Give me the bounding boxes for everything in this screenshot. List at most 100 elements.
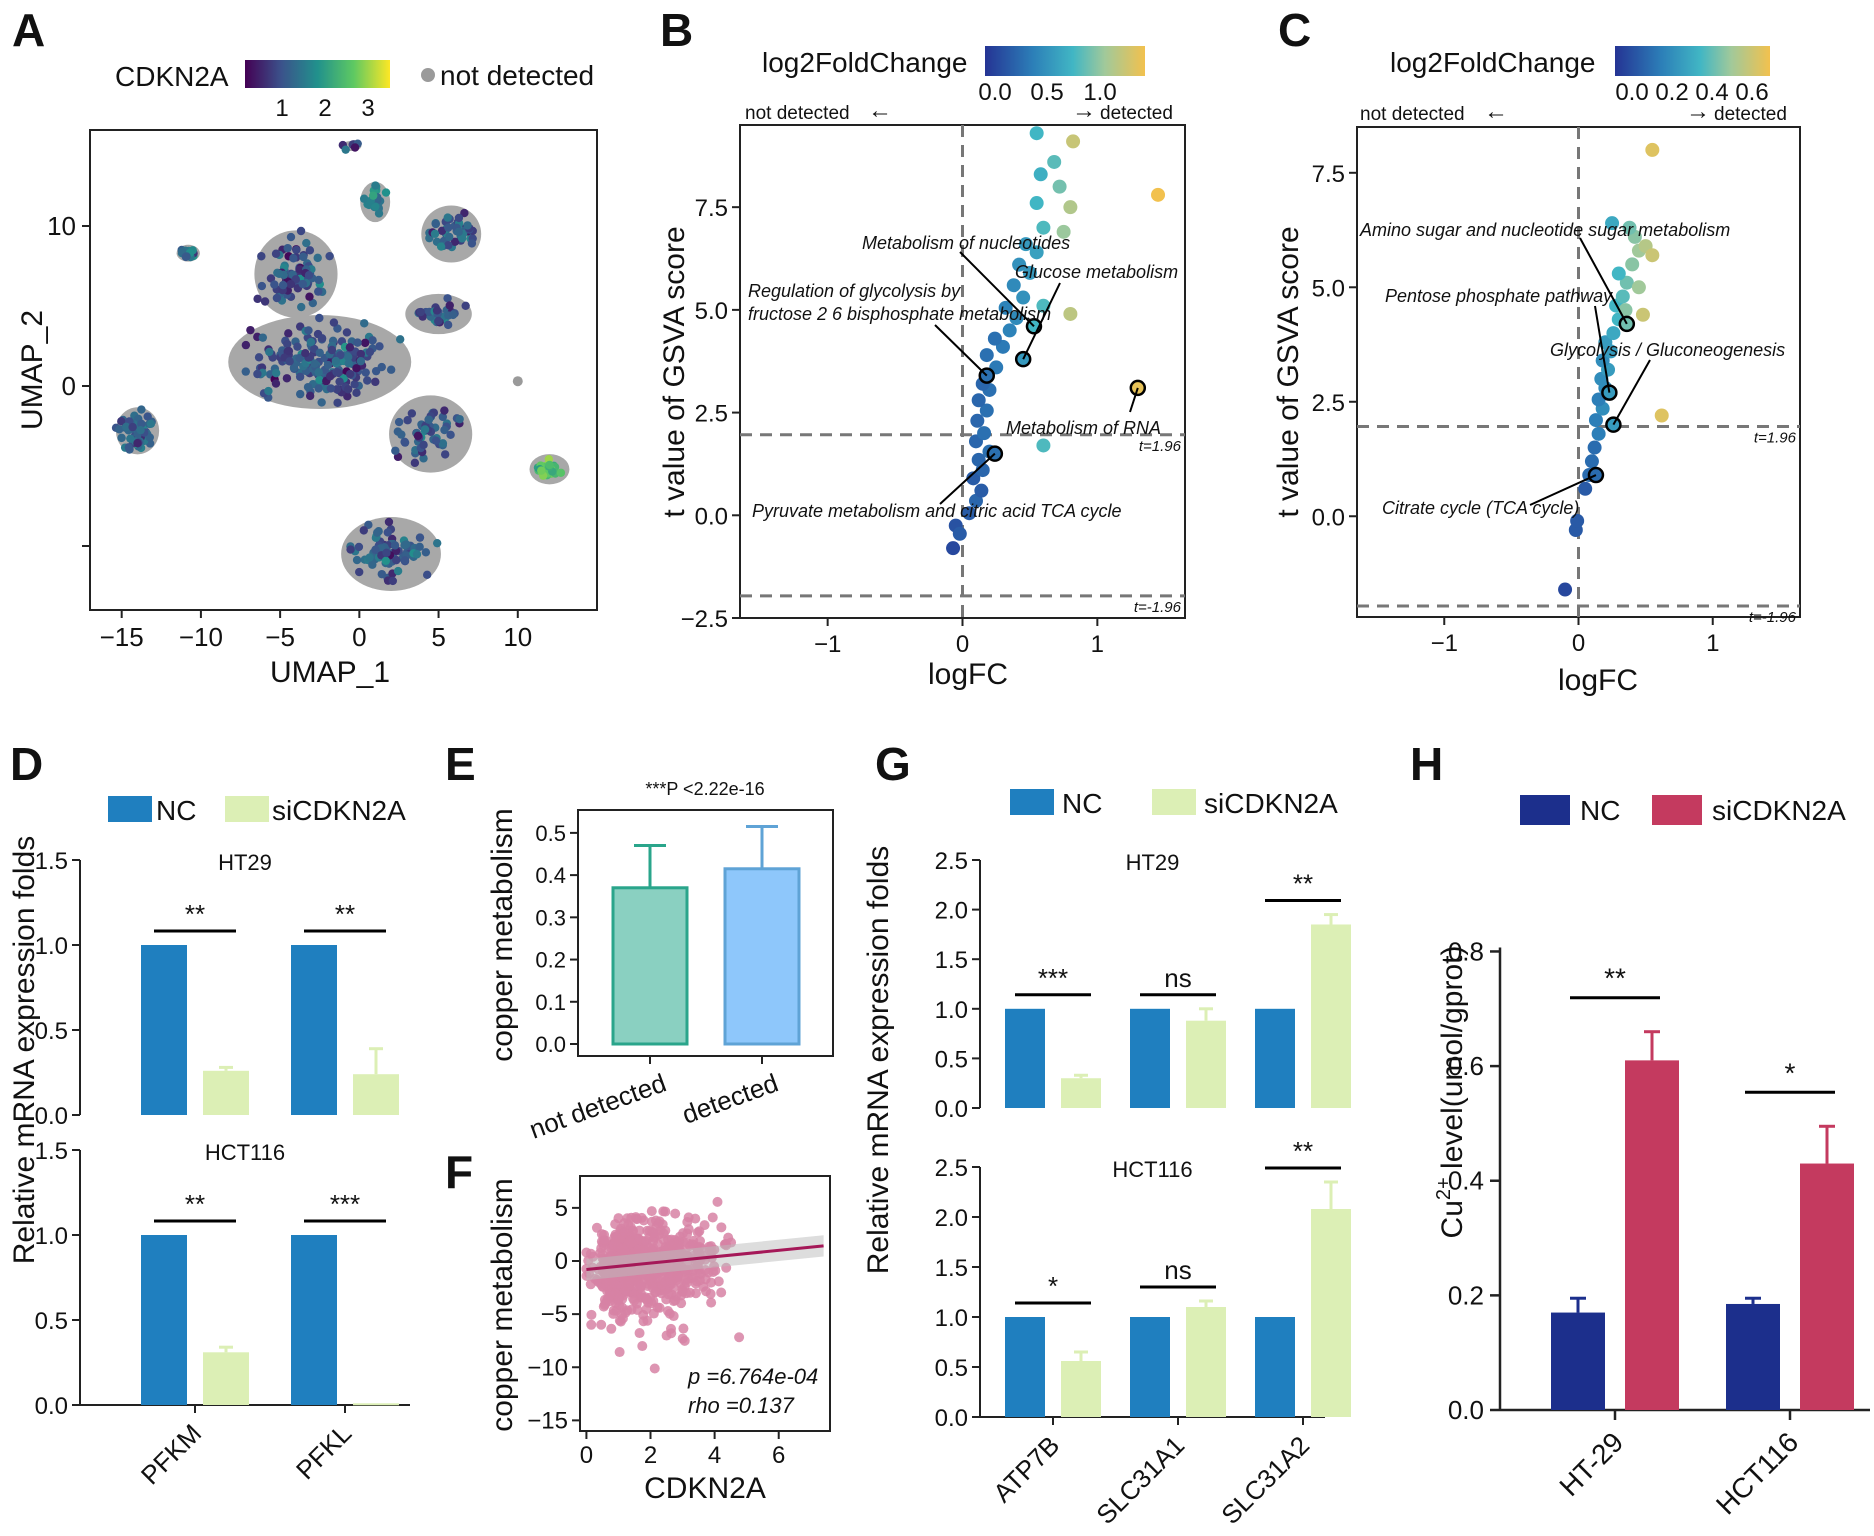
umap-point <box>122 422 131 432</box>
umap-point <box>371 202 380 211</box>
panel-label-g: G <box>875 738 911 790</box>
bar-si <box>1625 1060 1679 1410</box>
ytick-label: −5 <box>541 1301 568 1328</box>
panel-c-annotation: Amino sugar and nucleotide sugar metabol… <box>1359 220 1730 240</box>
volcano-point <box>971 393 986 408</box>
volcano-point <box>1645 142 1660 157</box>
volcano-point <box>1645 248 1660 263</box>
umap-point <box>352 388 361 398</box>
umap-point <box>445 301 454 310</box>
umap-point <box>301 349 310 358</box>
umap-point <box>270 280 279 289</box>
scatter-point <box>596 1229 607 1240</box>
umap-point <box>308 298 317 308</box>
volcano-point <box>1615 289 1630 304</box>
umap-point <box>391 446 400 455</box>
panel-a-colorbar-title: CDKN2A <box>115 61 229 92</box>
bar-nc <box>1130 1317 1170 1417</box>
umap-point <box>443 320 453 330</box>
panel-f-ylabel: copper metabolism <box>486 1178 519 1431</box>
umap-point <box>407 409 417 418</box>
volcano-point <box>1047 154 1062 169</box>
volcano-point <box>1584 454 1599 469</box>
panel-e-bars: ***P <2.22e-16 0.0 0.1 0.2 0.3 0.4 0.5 not det… <box>486 779 834 1145</box>
volcano-point <box>979 403 994 418</box>
umap-point <box>450 237 460 246</box>
bar-nc <box>141 1235 187 1405</box>
umap-point <box>371 545 380 554</box>
umap-point <box>355 567 364 577</box>
panel-g-ylabel: Relative mRNA expression folds <box>862 846 895 1275</box>
scatter-point <box>664 1277 675 1288</box>
ytick-label: 0.0 <box>935 1096 968 1123</box>
umap-point <box>136 425 145 435</box>
ytick-label: 1.0 <box>35 933 68 960</box>
significance-label: ** <box>1604 963 1626 994</box>
ytick-label: 0.5 <box>35 1308 68 1335</box>
bar-nc <box>291 1235 337 1405</box>
umap-point <box>403 416 412 425</box>
umap-point <box>137 405 146 414</box>
significance-label: ** <box>1293 1136 1313 1166</box>
umap-point <box>440 450 450 459</box>
scatter-point <box>614 1347 625 1358</box>
panel-d-legend-si: siCDKN2A <box>272 795 406 826</box>
scatter-point <box>637 1341 648 1352</box>
umap-point <box>381 556 391 565</box>
umap-point <box>422 570 432 580</box>
panel-c-direction-right: detected <box>1714 104 1787 125</box>
scatter-point <box>648 1308 659 1319</box>
umap-point <box>253 369 262 379</box>
volcano-point <box>970 413 985 428</box>
scatter-point <box>684 1287 695 1298</box>
panel-a-colorbar-tick: 1 <box>275 95 288 122</box>
leader-line <box>934 324 988 377</box>
category-label: SLC31A2 <box>1215 1430 1315 1530</box>
panel-label-e: E <box>445 738 476 790</box>
ytick-label: 0.0 <box>1312 504 1345 531</box>
umap-point <box>393 566 403 576</box>
umap-point <box>436 242 446 251</box>
umap-point <box>440 406 449 415</box>
umap-point <box>386 365 396 374</box>
panel-c-xlabel: logFC <box>1558 664 1638 697</box>
volcano-point <box>1029 196 1044 211</box>
threshold-label: t=-1.96 <box>1134 599 1182 616</box>
umap-point <box>537 466 546 475</box>
bar-si <box>353 1074 399 1115</box>
umap-point <box>363 376 372 385</box>
ytick-label: 0.4 <box>1448 1166 1484 1196</box>
xtick-label: 2 <box>644 1442 657 1469</box>
panel-b-annotation: Metabolism of RNA <box>1006 418 1161 438</box>
ytick-label: 2.0 <box>935 898 968 925</box>
panel-c-arrow-left-icon: ← <box>1484 98 1508 125</box>
panel-f-axes-frame <box>579 1175 831 1432</box>
panel-a-umap: CDKN2A 1 2 3 not detected −15 −10 −5 0 5 10 10… <box>16 60 598 689</box>
umap-point <box>365 553 374 562</box>
panel-b-annotation: fructose 2 6 bisphosphate metabolism <box>748 304 1051 324</box>
umap-point <box>282 374 292 383</box>
panel-a-xtick-label: 10 <box>503 622 532 652</box>
umap-point <box>304 271 314 280</box>
panel-label-c: C <box>1278 4 1311 56</box>
umap-point <box>467 239 477 248</box>
umap-point <box>272 293 282 303</box>
umap-point <box>394 417 404 427</box>
umap-point <box>314 275 323 285</box>
umap-point <box>329 318 339 327</box>
ytick-label: 2.0 <box>935 1205 968 1232</box>
ytick-label: 2.5 <box>1312 390 1345 417</box>
category-label: ATP7B <box>987 1430 1065 1508</box>
umap-point <box>295 353 304 363</box>
panel-c-colorbar-tick: 0.2 <box>1655 79 1688 106</box>
umap-point <box>343 392 352 401</box>
umap-point <box>434 316 443 326</box>
umap-point <box>145 433 154 442</box>
bar-si <box>1186 1020 1226 1108</box>
volcano-point <box>1578 481 1593 496</box>
subplot-title: HCT116 <box>1112 1157 1192 1182</box>
panel-c-direction-left: not detected <box>1360 104 1465 125</box>
scatter-point <box>608 1308 619 1319</box>
umap-point <box>336 350 345 360</box>
